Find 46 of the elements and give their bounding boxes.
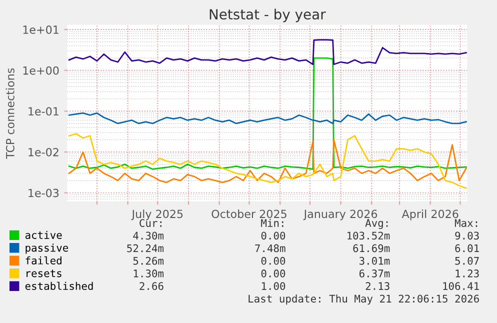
text: 0.00 (261, 232, 286, 240)
legend-label: resets (26, 270, 62, 278)
text: 6.37m (359, 270, 390, 278)
x-tick-label: July 2025 (131, 210, 183, 220)
y-tick-label: 1e-03 (28, 188, 59, 198)
legend-label: failed (26, 256, 62, 264)
text: 2.66 (140, 282, 164, 290)
text: Cur: (140, 219, 162, 227)
line-series (68, 112, 467, 124)
text: 6.01 (455, 244, 479, 252)
text: Max: (454, 219, 478, 227)
line-series (68, 57, 467, 170)
line-series (68, 139, 467, 184)
text: 103.52m (348, 232, 390, 240)
line-series (68, 39, 467, 66)
y-tick-label: 1e-01 (28, 107, 58, 116)
text: 52.24m (127, 244, 164, 252)
y-axis-title: TCP connections (6, 68, 14, 159)
text: 1.23 (456, 270, 479, 278)
text: Min: (261, 218, 284, 227)
x-tick-label: October 2025 (212, 210, 286, 218)
text: 5.26m (133, 256, 164, 265)
legend-label: passive (26, 244, 68, 254)
text: 2.13 (366, 282, 390, 290)
text: 5.07 (455, 256, 479, 265)
text: 3.01m (359, 256, 390, 265)
x-tick-label: April 2026 (402, 210, 458, 220)
chart-title: Netstat - by year (210, 8, 326, 22)
text: 1.30m (134, 270, 164, 278)
legend-label: active (25, 230, 62, 239)
y-tick-label: 1e+00 (23, 66, 59, 75)
text: Last update: Thu May 21 22:06:15 2026 (248, 294, 479, 305)
x-tick-label: January 2026 (303, 210, 378, 220)
text: 0.00 (261, 270, 286, 278)
line-series (68, 133, 467, 189)
y-tick-label: 1e+01 (23, 25, 58, 34)
text: Avg: (365, 219, 388, 229)
text: 61.69m (353, 244, 390, 252)
text: 106.41 (443, 282, 479, 290)
text: 9.03 (455, 232, 479, 240)
text: 0.00 (261, 256, 286, 265)
text: 7.48m (255, 244, 286, 252)
y-tick-label: 1e-02 (28, 148, 58, 156)
text: 4.30m (133, 232, 164, 240)
legend-label: established (25, 282, 93, 290)
text: 1.00 (262, 282, 286, 290)
